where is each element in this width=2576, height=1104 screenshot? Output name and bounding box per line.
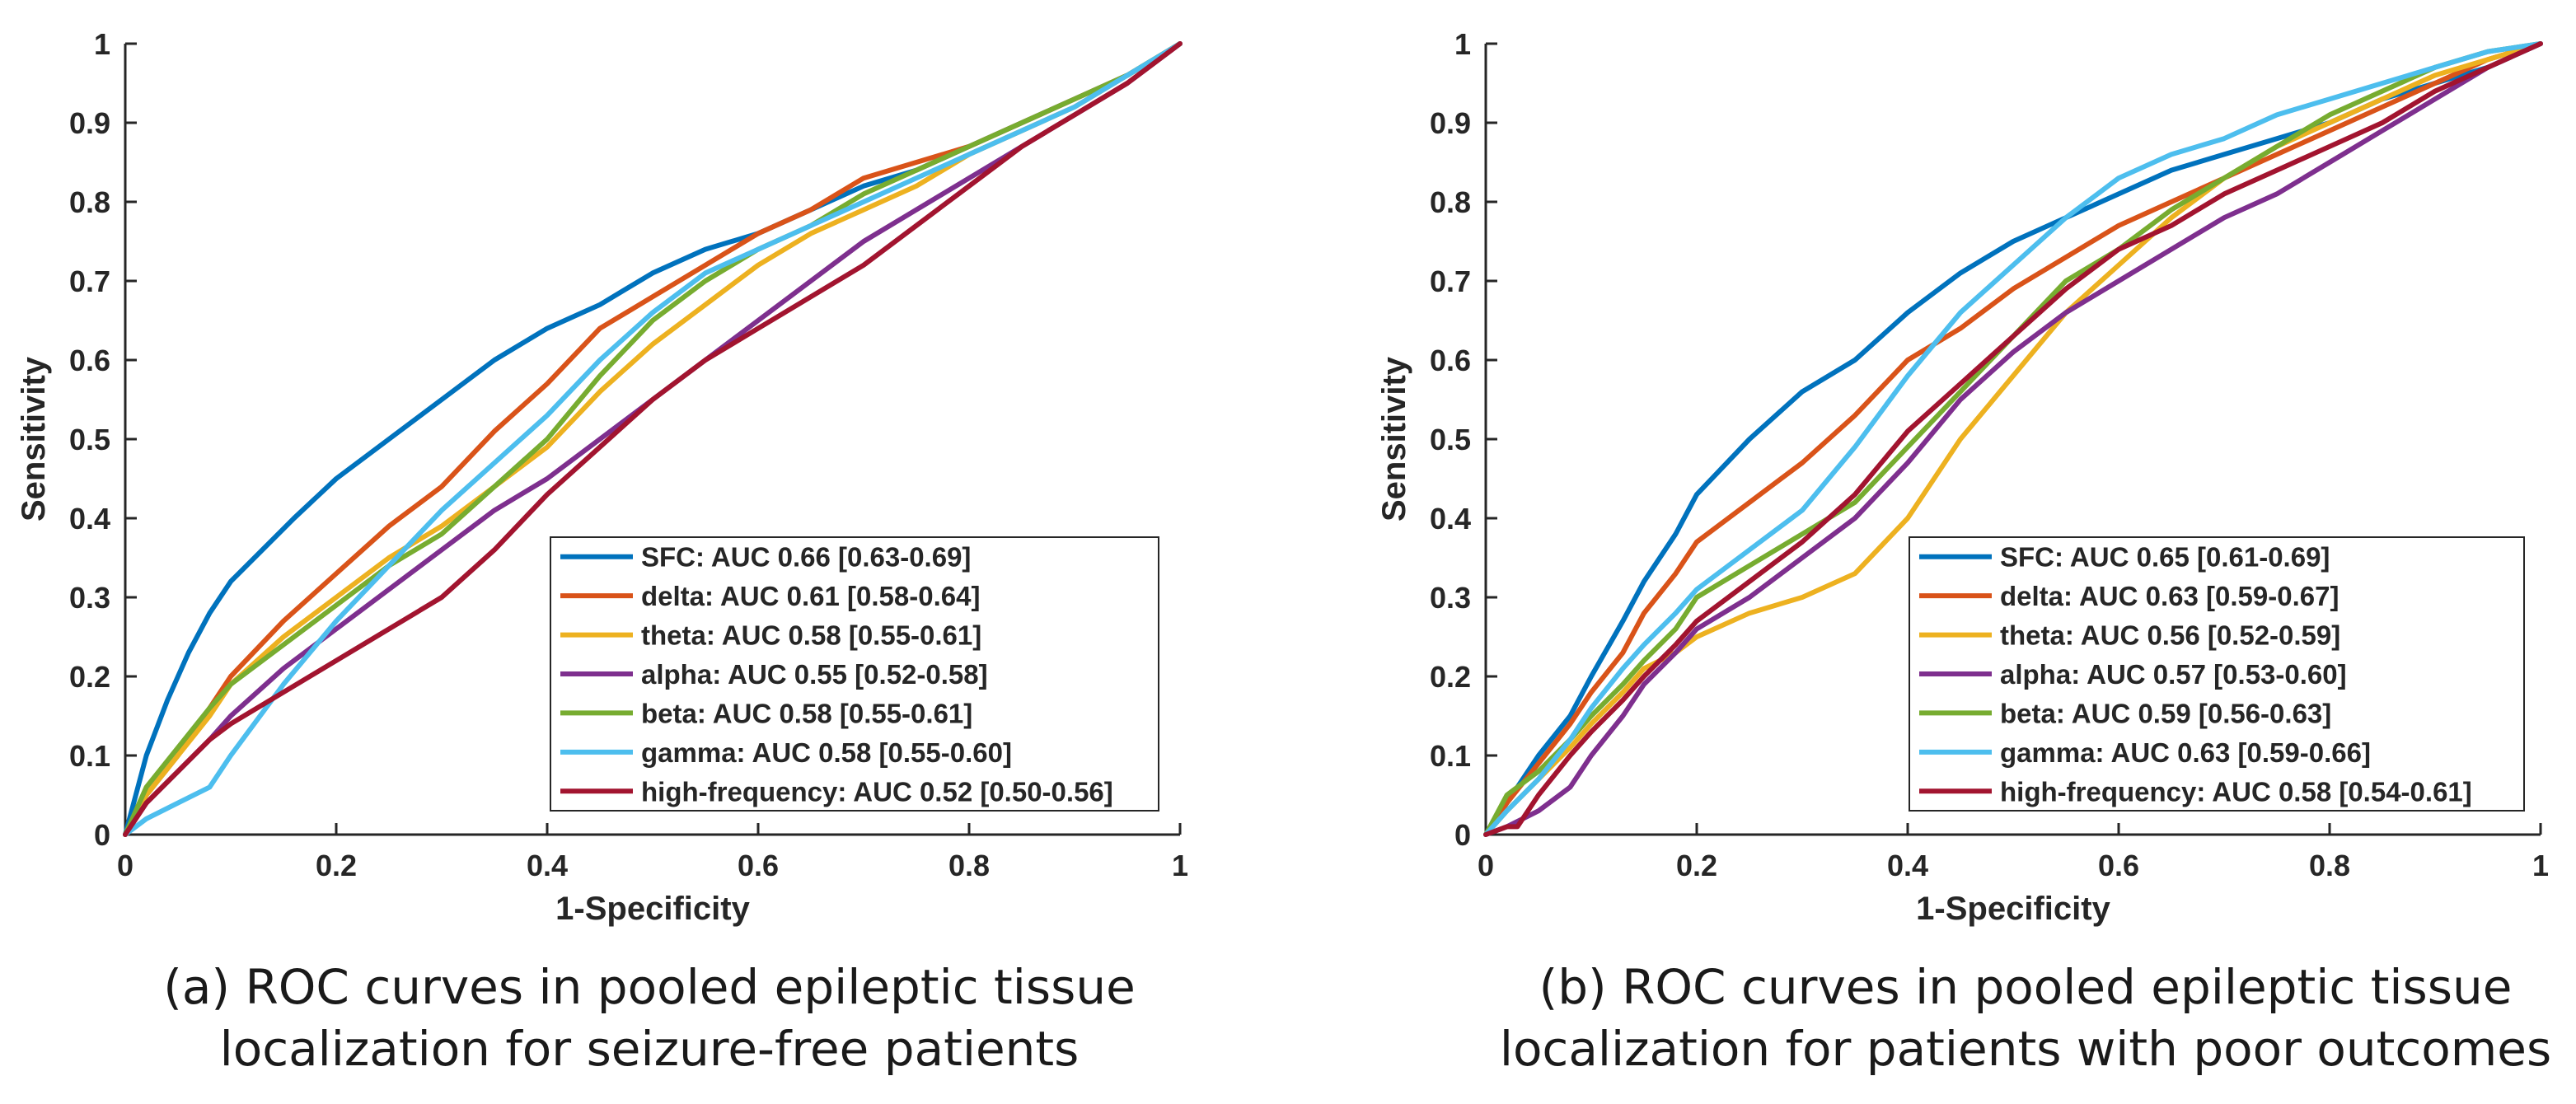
panel-b-legend-label-delta: delta: AUC 0.63 [0.59-0.67] xyxy=(2000,581,2339,611)
panel-a-caption-line: localization for seizure-free patients xyxy=(220,1021,1080,1077)
panel-a-y-tick-label: 0 xyxy=(94,818,110,852)
panel-b-legend-label-SFC: SFC: AUC 0.65 [0.61-0.69] xyxy=(2000,542,2330,573)
panel-b-series-alpha-line xyxy=(1483,41,2543,837)
panel-b-y-tick-label: 0.5 xyxy=(1430,423,1471,456)
panel-a-series-beta-line xyxy=(123,41,1183,837)
panel-b-y-tick-label: 0.9 xyxy=(1430,106,1471,140)
panel-b-legend-label-alpha: alpha: AUC 0.57 [0.53-0.60] xyxy=(2000,659,2347,690)
panel-a-legend-label-theta: theta: AUC 0.58 [0.55-0.61] xyxy=(641,620,981,651)
panel-a-legend-box xyxy=(550,536,1159,812)
panel-a-caption-line: (a) ROC curves in pooled epileptic tissu… xyxy=(163,959,1136,1015)
panel-b-x-tick-label: 0.4 xyxy=(1887,849,1928,882)
panel-a-y-axis-title: Sensitivity xyxy=(16,356,52,522)
panel-a-y-tick-label: 0.7 xyxy=(69,264,110,298)
panel-a-y-tick-label: 0.1 xyxy=(69,739,110,773)
panel-b-series-gamma-line xyxy=(1483,41,2543,837)
panel-b-y-tick-label: 0 xyxy=(1454,818,1471,852)
panel-b-y-tick-label: 0.4 xyxy=(1430,502,1471,536)
panel-a-x-axis-title: 1-Specificity xyxy=(555,891,750,927)
panel-b-x-tick-label: 1 xyxy=(2532,849,2549,882)
panel-b-y-tick-label: 0.2 xyxy=(1430,660,1471,694)
panel-b-caption-line: (b) ROC curves in pooled epileptic tissu… xyxy=(1539,959,2513,1015)
panel-a-x-tick-label: 0.8 xyxy=(948,849,990,882)
panel-a-y-tick-label: 1 xyxy=(94,27,110,61)
panel-a-legend-label-gamma: gamma: AUC 0.58 [0.55-0.60] xyxy=(641,737,1012,768)
panel-b-y-tick-label: 0.1 xyxy=(1430,739,1471,773)
panel-a-x-tick-label: 0.6 xyxy=(738,849,779,882)
panel-a-chart: 0 0.2 0.4 0.6 0.8 1 0 0.1 0.2 0.3 0.4 0.5 0.6 0.7 0.8 0… xyxy=(16,27,1188,1077)
panel-b-y-axis-title: Sensitivity xyxy=(1376,356,1412,522)
panel-a-legend-label-high-frequency: high-frequency: AUC 0.52 [0.50-0.56] xyxy=(641,776,1113,807)
panel-a-y-tick-label: 0.4 xyxy=(69,502,110,536)
panel-a-y-tick-label: 0.9 xyxy=(69,106,110,140)
panel-b-caption-line: localization for patients with poor outc… xyxy=(1500,1021,2551,1077)
panel-b-series-delta-line xyxy=(1483,41,2543,837)
panel-b-x-tick-label: 0.2 xyxy=(1676,849,1717,882)
panel-a-y-tick-label: 0.3 xyxy=(69,581,110,615)
panel-b-legend-label-high-frequency: high-frequency: AUC 0.58 [0.54-0.61] xyxy=(2000,776,2472,807)
panel-b-x-tick-label: 0.8 xyxy=(2309,849,2350,882)
panel-b-legend-box xyxy=(1909,536,2525,812)
panel-b-x-tick-label: 0 xyxy=(1478,849,1494,882)
panel-a-x-tick-label: 0 xyxy=(117,849,133,882)
panel-b-series-theta-line xyxy=(1483,41,2543,837)
panel-b-series-beta-line xyxy=(1483,41,2543,837)
panel-b-legend-label-beta: beta: AUC 0.59 [0.56-0.63] xyxy=(2000,698,2331,728)
panel-a-x-tick-label: 0.4 xyxy=(527,849,568,882)
panel-b-legend-label-gamma: gamma: AUC 0.63 [0.59-0.66] xyxy=(2000,737,2371,768)
panel-a-y-tick-label: 0.5 xyxy=(69,423,110,456)
panel-a-series-gamma-line xyxy=(123,41,1183,837)
panel-b-legend: SFC: AUC 0.65 [0.61-0.69] delta: AUC 0.63… xyxy=(1909,536,2525,812)
panel-a-y-tick-label: 0.2 xyxy=(69,660,110,694)
panel-b-chart: 0 0.2 0.4 0.6 0.8 1 0 0.1 0.2 0.3 0.4 0.5 0.6 0.7 0.8 0… xyxy=(1376,27,2551,1077)
panel-b-x-axis-title: 1-Specificity xyxy=(1916,891,2110,927)
panel-a-y-tick-label: 0.6 xyxy=(69,344,110,377)
panel-a-series-high-frequency-line xyxy=(123,41,1183,837)
panel-b-y-tick-label: 1 xyxy=(1454,27,1471,61)
panel-a-y-tick-label: 0.8 xyxy=(69,185,110,219)
panel-a-legend-label-delta: delta: AUC 0.61 [0.58-0.64] xyxy=(641,581,980,611)
panel-b-y-tick-label: 0.7 xyxy=(1430,264,1471,298)
panel-a-legend-label-SFC: SFC: AUC 0.66 [0.63-0.69] xyxy=(641,542,971,573)
panel-a-legend: SFC: AUC 0.66 [0.63-0.69] delta: AUC 0.61… xyxy=(550,536,1159,812)
panel-b-x-tick-label: 0.6 xyxy=(2098,849,2139,882)
panel-a-series-alpha-line xyxy=(123,41,1183,837)
panel-b-legend-label-theta: theta: AUC 0.56 [0.52-0.59] xyxy=(2000,620,2340,651)
panel-a-legend-label-beta: beta: AUC 0.58 [0.55-0.61] xyxy=(641,698,972,728)
panel-b-series-high-frequency-line xyxy=(1483,41,2543,837)
panel-a-x-tick-label: 1 xyxy=(1172,849,1188,882)
panel-b-y-tick-label: 0.8 xyxy=(1430,185,1471,219)
panel-b-y-tick-label: 0.3 xyxy=(1430,581,1471,615)
panel-b-y-tick-label: 0.6 xyxy=(1430,344,1471,377)
panel-a-legend-label-alpha: alpha: AUC 0.55 [0.52-0.58] xyxy=(641,659,988,690)
panel-a-x-tick-label: 0.2 xyxy=(316,849,357,882)
